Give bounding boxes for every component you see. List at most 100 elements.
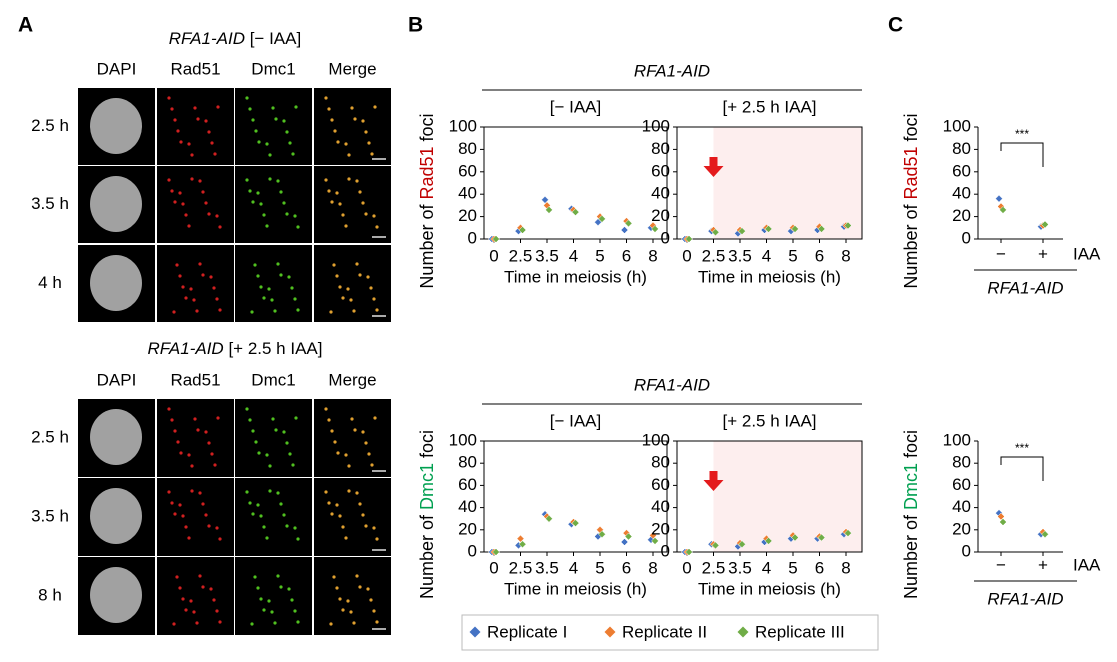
foci (201, 190, 205, 194)
foci (216, 416, 220, 420)
foci (189, 287, 193, 291)
panel-label: A (18, 14, 33, 37)
foci (175, 263, 179, 267)
replicate-mean (649, 531, 657, 540)
y-tick-label: 20 (458, 206, 477, 225)
foci (218, 537, 222, 541)
foci (265, 536, 269, 540)
micrograph (235, 166, 312, 243)
foci (170, 189, 174, 193)
foci (178, 191, 182, 195)
x-tick-label: + (1038, 244, 1048, 263)
replicate-mean (545, 206, 553, 214)
foci (375, 225, 379, 229)
chart-supertitle: RFA1-AID (634, 375, 710, 394)
column-label: Merge (328, 370, 376, 389)
foci (187, 453, 191, 457)
foci (335, 586, 339, 590)
iaa-shading (713, 441, 862, 552)
legend-marker (469, 626, 481, 638)
x-tick-label: 8 (841, 558, 850, 577)
foci (262, 608, 266, 612)
y-tick-label: 0 (468, 541, 477, 560)
foci (187, 142, 191, 146)
row-label: 4 h (38, 273, 62, 292)
x-tick-label: + (1038, 555, 1048, 574)
foci (251, 512, 255, 516)
foci (215, 609, 219, 613)
foci (287, 275, 291, 279)
foci (210, 141, 214, 145)
replicate-mean (711, 541, 720, 550)
y-label-part: Number of (417, 510, 437, 599)
foci (282, 430, 286, 434)
foci (175, 575, 179, 579)
foci (336, 140, 340, 144)
legend-marker (737, 626, 749, 638)
foci (172, 622, 176, 626)
y-label-part: Number of (901, 510, 921, 599)
foci (195, 621, 199, 625)
foci (361, 119, 365, 123)
foci (268, 177, 272, 181)
foci (358, 190, 362, 194)
foci (190, 153, 194, 157)
row-label: 8 h (38, 585, 62, 604)
x-tick-label: 3.5 (535, 246, 559, 265)
foci (344, 536, 348, 540)
foci (358, 502, 362, 506)
iaa-shading (713, 127, 862, 239)
foci (290, 286, 294, 290)
replicate-mean (791, 533, 799, 542)
significance-bracket (1000, 142, 1044, 167)
foci (178, 274, 182, 278)
y-tick-label: 100 (943, 116, 971, 135)
replicate-mean (651, 225, 659, 233)
column-label: Merge (328, 59, 376, 78)
foci (291, 152, 295, 156)
foci (271, 106, 275, 110)
y-tick-label: 60 (952, 475, 971, 494)
foci (324, 407, 328, 411)
y-tick-label: 80 (458, 453, 477, 472)
foci (245, 96, 249, 100)
replicate-mean (685, 235, 693, 243)
foci (268, 464, 272, 468)
foci (218, 620, 222, 624)
foci (361, 430, 365, 434)
x-tick-label: 6 (815, 558, 824, 577)
foci (333, 440, 337, 444)
replicate-mean (1041, 530, 1049, 539)
foci (367, 452, 371, 456)
foci (218, 308, 222, 312)
foci (335, 274, 339, 278)
foci (207, 524, 211, 528)
replicate-mean (817, 225, 826, 233)
foci (184, 525, 188, 529)
x-tick-label: − (996, 244, 1006, 263)
foci (273, 309, 277, 313)
x-tick-label: 5 (595, 246, 604, 265)
replicate-mean (738, 227, 746, 236)
foci (330, 429, 334, 433)
y-label-part: foci (901, 113, 921, 146)
foci (288, 141, 292, 145)
image-block-title: RFA1-AID [+ 2.5 h IAA] (148, 339, 323, 358)
x-axis-label: IAA (1073, 555, 1101, 574)
foci (347, 177, 351, 181)
foci (215, 214, 219, 218)
y-tick-label: 20 (952, 519, 971, 538)
foci (329, 622, 333, 626)
y-label-part: Dmc1 (417, 463, 437, 510)
foci (213, 463, 217, 467)
foci (181, 202, 185, 206)
replicate-mean (624, 532, 633, 541)
replicate-mean (571, 208, 580, 216)
foci (276, 491, 280, 495)
micrograph (314, 478, 391, 556)
foci (347, 153, 351, 157)
foci (279, 190, 283, 194)
foci (173, 429, 177, 433)
foci (192, 610, 196, 614)
foci (204, 119, 208, 123)
